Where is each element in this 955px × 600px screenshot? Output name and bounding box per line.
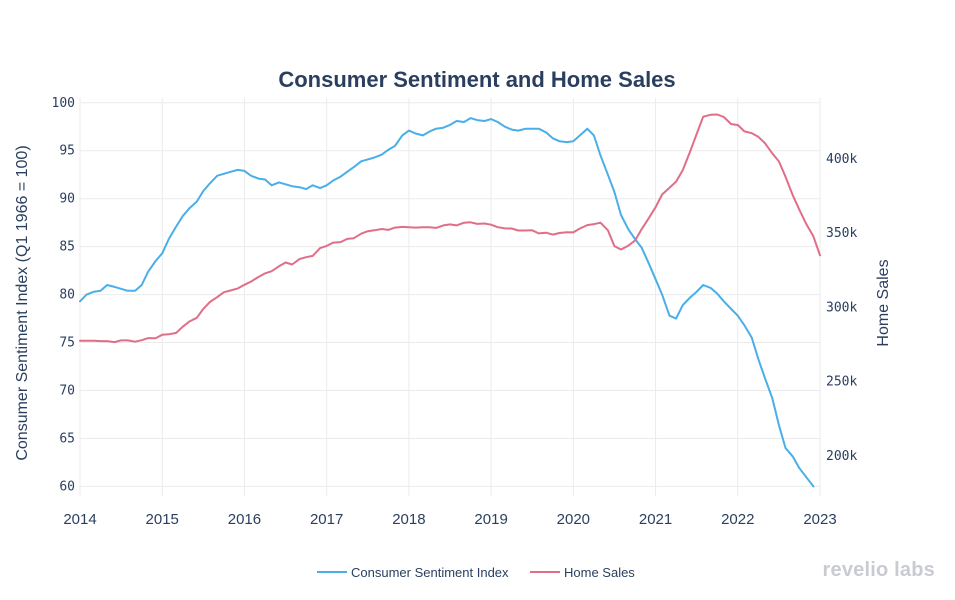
y-axis-left-ticks: 60 65 70 75 80 85 90 95 100 (52, 96, 75, 495)
x-tick-label: 2018 (392, 511, 425, 528)
y-right-tick-label: 250k (826, 375, 857, 390)
y-axis-left-title: Consumer Sentiment Index (Q1 1966 = 100) (14, 145, 31, 460)
y-axis-right-ticks: 200k 250k 300k 350k 400k (826, 152, 857, 464)
series-lines (79, 113, 821, 488)
legend-label: Home Sales (564, 565, 635, 580)
x-tick-label: 2014 (63, 511, 96, 528)
legend-label: Consumer Sentiment Index (351, 565, 509, 580)
x-tick-label: 2017 (310, 511, 343, 528)
y-left-tick-label: 80 (59, 288, 75, 303)
y-left-tick-label: 70 (59, 384, 75, 399)
x-tick-label: 2019 (474, 511, 507, 528)
y-right-tick-label: 300k (826, 300, 857, 315)
x-tick-label: 2020 (557, 511, 590, 528)
gridlines (79, 98, 821, 496)
y-left-tick-label: 100 (52, 96, 75, 111)
brand-logo: revelio labs (823, 559, 935, 582)
y-left-tick-label: 85 (59, 240, 75, 255)
y-right-tick-label: 200k (826, 449, 857, 464)
x-tick-label: 2016 (228, 511, 261, 528)
y-left-tick-label: 90 (59, 192, 75, 207)
x-tick-label: 2021 (639, 511, 672, 528)
y-axis-right-title: Home Sales (875, 259, 892, 346)
x-axis-ticks: 2014 2015 2016 2017 2018 2019 2020 2021 2022 2023 (63, 511, 836, 528)
chart-title: Consumer Sentiment and Home Sales (278, 67, 675, 92)
brand-wordmark: revelio labs (822, 559, 935, 581)
y-left-tick-label: 60 (59, 479, 75, 494)
series-line-consumer-sentiment-index (79, 117, 815, 488)
legend[interactable]: Consumer Sentiment Index Home Sales (317, 565, 635, 580)
x-tick-label: 2022 (721, 511, 754, 528)
legend-item-consumer-sentiment[interactable]: Consumer Sentiment Index (317, 565, 509, 580)
y-left-tick-label: 75 (59, 336, 75, 351)
x-tick-label: 2015 (146, 511, 179, 528)
series-line-home-sales (79, 113, 821, 344)
x-tick-label: 2023 (803, 511, 836, 528)
legend-item-home-sales[interactable]: Home Sales (530, 565, 635, 580)
y-right-tick-label: 400k (826, 152, 857, 167)
y-left-tick-label: 65 (59, 431, 75, 446)
y-right-tick-label: 350k (826, 226, 857, 241)
y-left-tick-label: 95 (59, 144, 75, 159)
